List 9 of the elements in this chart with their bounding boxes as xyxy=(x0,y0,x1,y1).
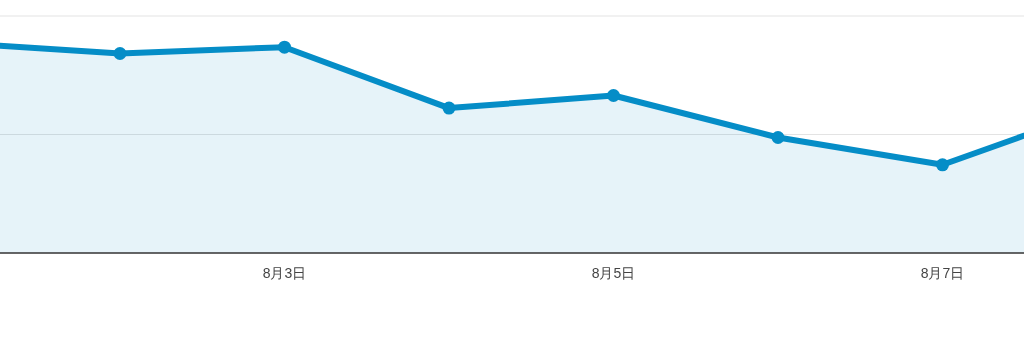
point xyxy=(771,131,785,144)
point xyxy=(442,101,456,115)
x-tick-label: 8月5日 xyxy=(591,265,636,281)
x-tick-label: 8月7日 xyxy=(920,265,965,281)
point xyxy=(936,158,949,172)
point xyxy=(113,47,127,60)
point xyxy=(607,89,620,102)
point xyxy=(278,40,291,54)
x-tick-label: 8月3日 xyxy=(262,265,307,281)
